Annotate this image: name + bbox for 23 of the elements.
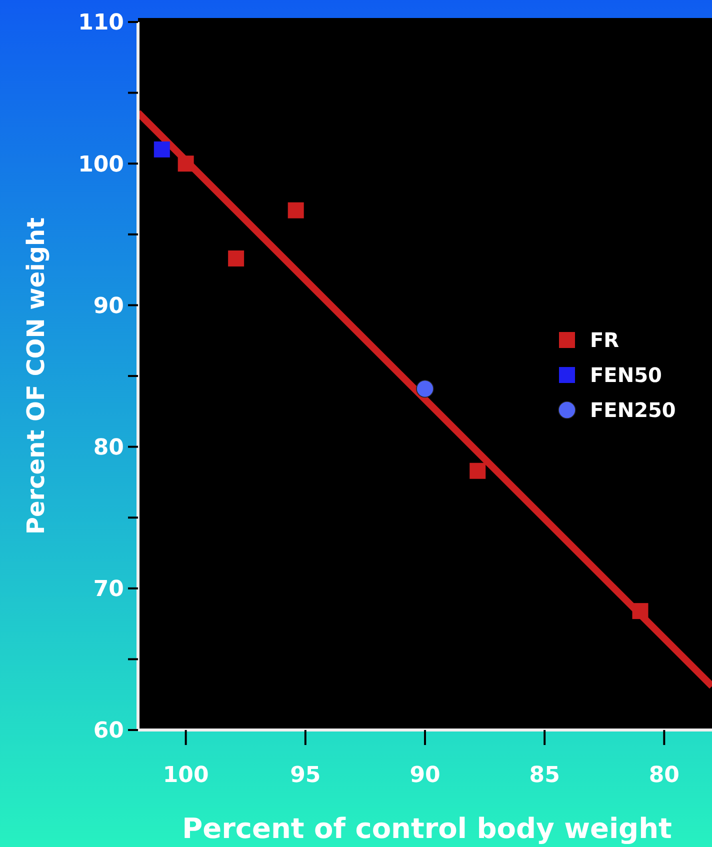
y-axis-title: Percent OF CON weight bbox=[22, 217, 50, 535]
point bbox=[470, 462, 486, 479]
point bbox=[228, 250, 244, 266]
legend-label: FEN250 bbox=[590, 398, 676, 422]
x-tick-label: 80 bbox=[648, 763, 680, 788]
x-tick-label: 95 bbox=[290, 763, 321, 788]
x-tick-label: 85 bbox=[529, 763, 560, 788]
point bbox=[632, 603, 648, 620]
point bbox=[288, 202, 304, 218]
y-tick-label: 110 bbox=[78, 10, 124, 36]
legend-label: FR bbox=[590, 328, 620, 352]
y-tick-label: 90 bbox=[93, 294, 124, 319]
x-axis-title: Percent of control body weight bbox=[182, 812, 672, 845]
y-tick-label: 80 bbox=[93, 436, 124, 460]
point bbox=[154, 141, 170, 158]
y-tick-label: 60 bbox=[93, 718, 124, 744]
y-tick-label: 100 bbox=[78, 152, 124, 178]
x-tick-label: 100 bbox=[162, 763, 209, 788]
y-tick-label: 70 bbox=[93, 577, 124, 602]
x-tick-label: 90 bbox=[410, 763, 440, 788]
point bbox=[416, 380, 434, 398]
legend-label: FEN50 bbox=[590, 363, 662, 387]
point bbox=[178, 156, 194, 172]
